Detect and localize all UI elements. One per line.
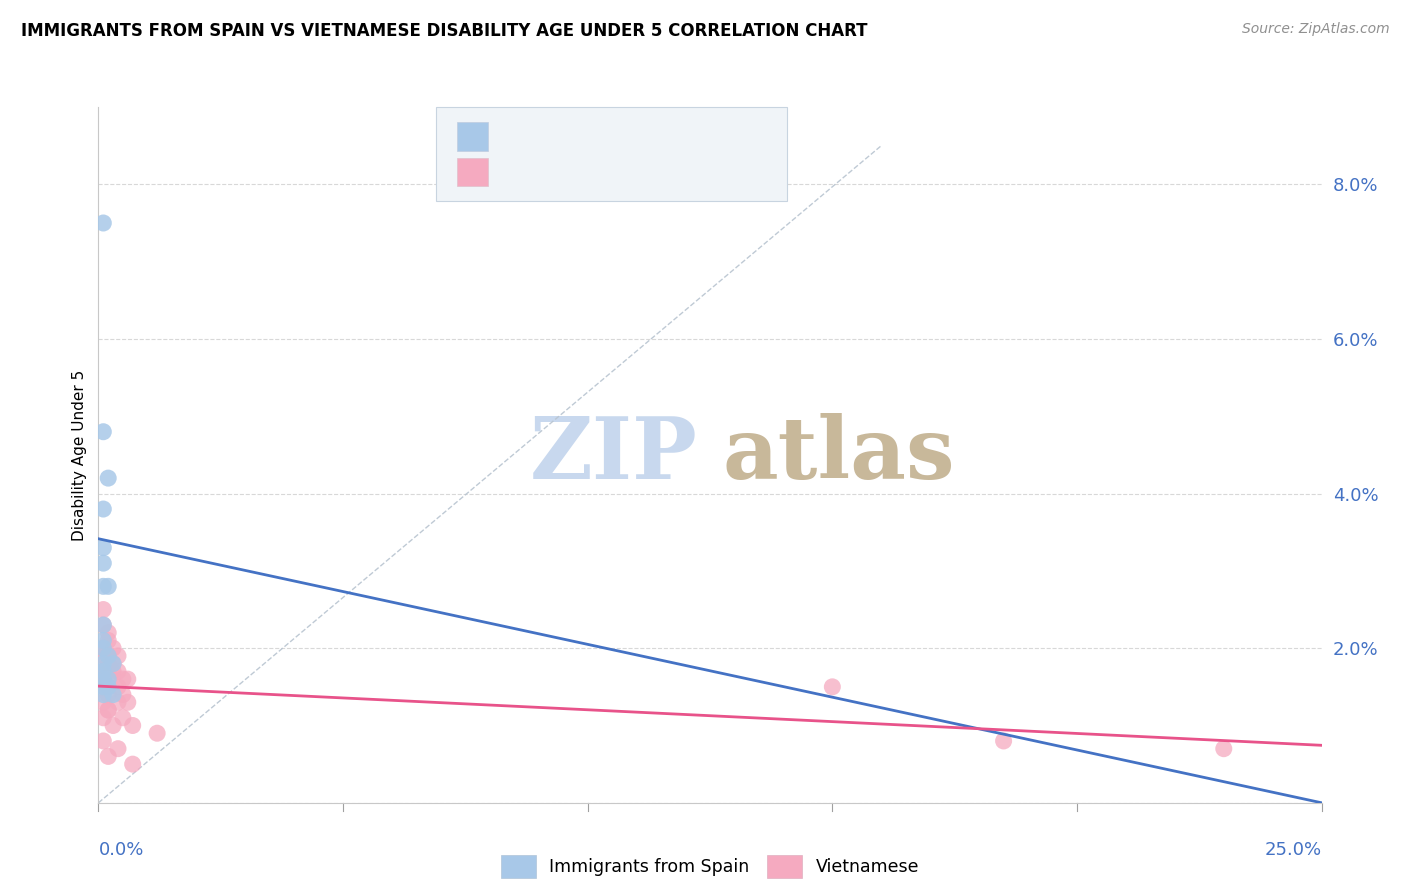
Point	[111, 672, 134, 686]
Text: Source: ZipAtlas.com: Source: ZipAtlas.com	[1241, 22, 1389, 37]
Point	[91, 633, 114, 648]
Point	[91, 541, 114, 555]
Point	[97, 471, 120, 485]
Point	[91, 579, 114, 593]
Point	[91, 695, 114, 709]
Point	[146, 726, 169, 740]
Point	[993, 734, 1015, 748]
Point	[101, 665, 124, 679]
Point	[97, 665, 120, 679]
Point	[97, 680, 120, 694]
Point	[91, 425, 114, 439]
Point	[107, 648, 129, 663]
Point	[91, 648, 114, 663]
Point	[97, 749, 120, 764]
Point	[107, 680, 129, 694]
Point	[97, 579, 120, 593]
Point	[107, 665, 129, 679]
Text: IMMIGRANTS FROM SPAIN VS VIETNAMESE DISABILITY AGE UNDER 5 CORRELATION CHART: IMMIGRANTS FROM SPAIN VS VIETNAMESE DISA…	[21, 22, 868, 40]
Point	[1212, 741, 1234, 756]
Point	[111, 688, 134, 702]
Point	[97, 672, 120, 686]
Point	[97, 625, 120, 640]
Point	[97, 648, 120, 663]
Point	[97, 703, 120, 717]
Point	[91, 216, 114, 230]
Text: 0.0%: 0.0%	[98, 841, 143, 860]
Point	[91, 680, 114, 694]
Point	[97, 688, 120, 702]
Point	[91, 618, 114, 632]
Point	[97, 657, 120, 671]
Point	[97, 680, 120, 694]
Point	[91, 672, 114, 686]
Y-axis label: Disability Age Under 5: Disability Age Under 5	[72, 369, 87, 541]
Text: R =  0.156   N =  21: R = 0.156 N = 21	[496, 128, 678, 145]
Point	[121, 757, 143, 772]
Point	[97, 633, 120, 648]
Point	[91, 641, 114, 656]
Point	[91, 556, 114, 570]
Point	[117, 672, 139, 686]
Point	[101, 641, 124, 656]
Point	[91, 641, 114, 656]
Point	[91, 602, 114, 616]
Point	[101, 718, 124, 732]
Text: ZIP: ZIP	[530, 413, 697, 497]
Point	[91, 688, 114, 702]
Point	[91, 665, 114, 679]
Point	[121, 718, 143, 732]
Point	[821, 680, 844, 694]
Point	[101, 657, 124, 671]
Point	[107, 695, 129, 709]
Text: atlas: atlas	[723, 413, 955, 497]
Text: 25.0%: 25.0%	[1264, 841, 1322, 860]
Point	[91, 502, 114, 516]
Point	[91, 618, 114, 632]
Point	[117, 695, 139, 709]
Point	[91, 672, 114, 686]
Point	[101, 657, 124, 671]
Point	[91, 680, 114, 694]
Point	[91, 665, 114, 679]
Point	[91, 734, 114, 748]
Point	[97, 703, 120, 717]
Point	[101, 688, 124, 702]
Point	[107, 741, 129, 756]
Point	[97, 648, 120, 663]
Point	[111, 711, 134, 725]
Legend: Immigrants from Spain, Vietnamese: Immigrants from Spain, Vietnamese	[494, 848, 927, 885]
Point	[91, 657, 114, 671]
Text: R = -0.273   N =  40: R = -0.273 N = 40	[496, 163, 679, 181]
Point	[91, 711, 114, 725]
